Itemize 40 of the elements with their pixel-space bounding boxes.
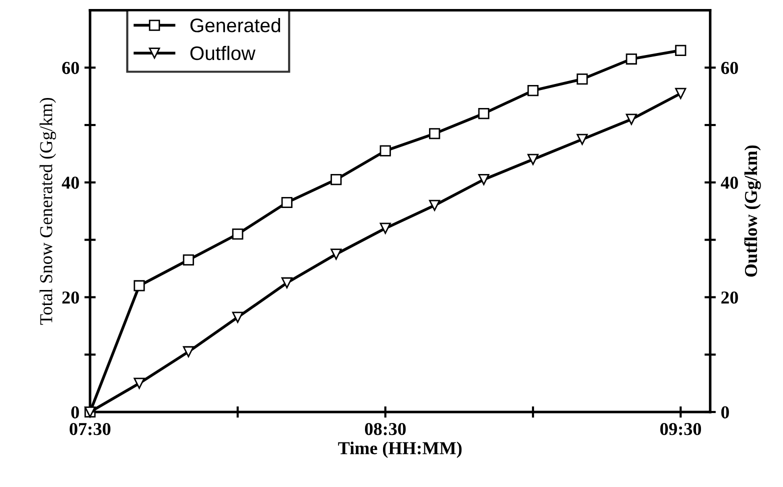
x-tick-label: 09:30 [660, 422, 702, 436]
point [626, 53, 637, 65]
point [429, 200, 440, 211]
point [330, 248, 342, 260]
point [478, 174, 490, 186]
y-tick-label: 60 [62, 62, 79, 74]
point [134, 280, 145, 292]
x-tick-label: 07:30 [70, 422, 110, 436]
y-axis-title: Total Snow Generated (Gg/km) [40, 98, 56, 325]
x-tick-label: 08:30 [364, 422, 406, 436]
y2-tick-label: 20 [721, 291, 738, 304]
point [182, 254, 194, 266]
y-tick-label: 20 [62, 291, 79, 304]
point [527, 154, 539, 166]
point [527, 85, 539, 96]
point [330, 174, 342, 186]
y2-tick-label: 40 [720, 176, 738, 189]
point [576, 134, 588, 145]
point [232, 228, 244, 240]
point [675, 88, 686, 100]
y2-tick-label: 0 [721, 406, 729, 418]
y-tick-label: 40 [62, 176, 79, 189]
point [478, 108, 490, 120]
legend-label: Outflow [190, 46, 256, 60]
point [281, 196, 292, 208]
point [675, 44, 686, 56]
legend-label: Generated [190, 18, 280, 32]
point [576, 74, 588, 85]
y2-axis-title: Outflow (Gg/km) [744, 145, 761, 277]
point [626, 114, 637, 125]
point [380, 145, 391, 156]
point [429, 128, 440, 140]
y-tick-label: 0 [71, 406, 79, 418]
point [182, 346, 194, 358]
y2-tick-label: 60 [721, 62, 738, 74]
x-axis-title: Time (HH:MM) [338, 442, 462, 458]
point [232, 312, 244, 323]
point [134, 378, 145, 389]
point [380, 222, 391, 234]
point [281, 277, 292, 288]
